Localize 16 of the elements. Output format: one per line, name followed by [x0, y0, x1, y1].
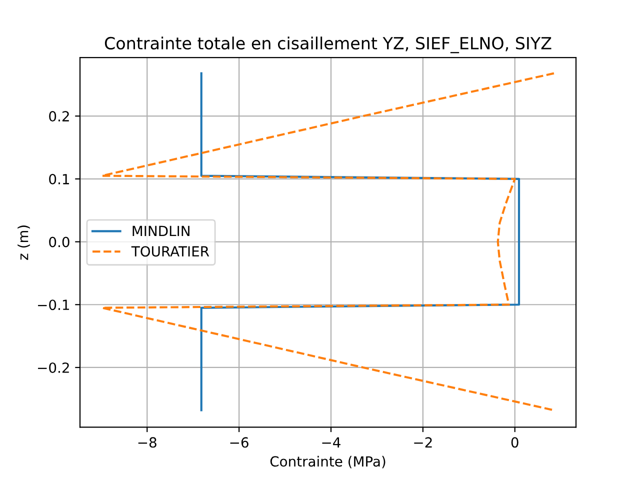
y-tick-label: −0.1 — [38, 300, 69, 310]
x-tick-label: −8 — [138, 437, 156, 448]
x-tick-label: 0 — [511, 437, 518, 448]
y-tick-label: 0.0 — [49, 236, 70, 248]
legend-label: MINDLIN — [132, 226, 190, 236]
x-tick-label: −6 — [230, 437, 248, 448]
y-tick-label: 0.2 — [49, 111, 69, 122]
x-axis-title: Contrainte (MPa) — [270, 456, 386, 468]
line-series — [101, 72, 555, 412]
legend-label: TOURATIER — [131, 246, 210, 257]
y-axis-title: z (m) — [18, 226, 30, 260]
x-tick-label: −2 — [414, 437, 432, 448]
chart-title: Contrainte totale en cisaillement YZ, SIEF_ELNO, SIYZ — [104, 36, 552, 54]
x-tick-label: −4 — [322, 437, 340, 448]
y-tick-label: −0.2 — [38, 362, 69, 373]
y-tick-label: 0.1 — [49, 174, 69, 184]
